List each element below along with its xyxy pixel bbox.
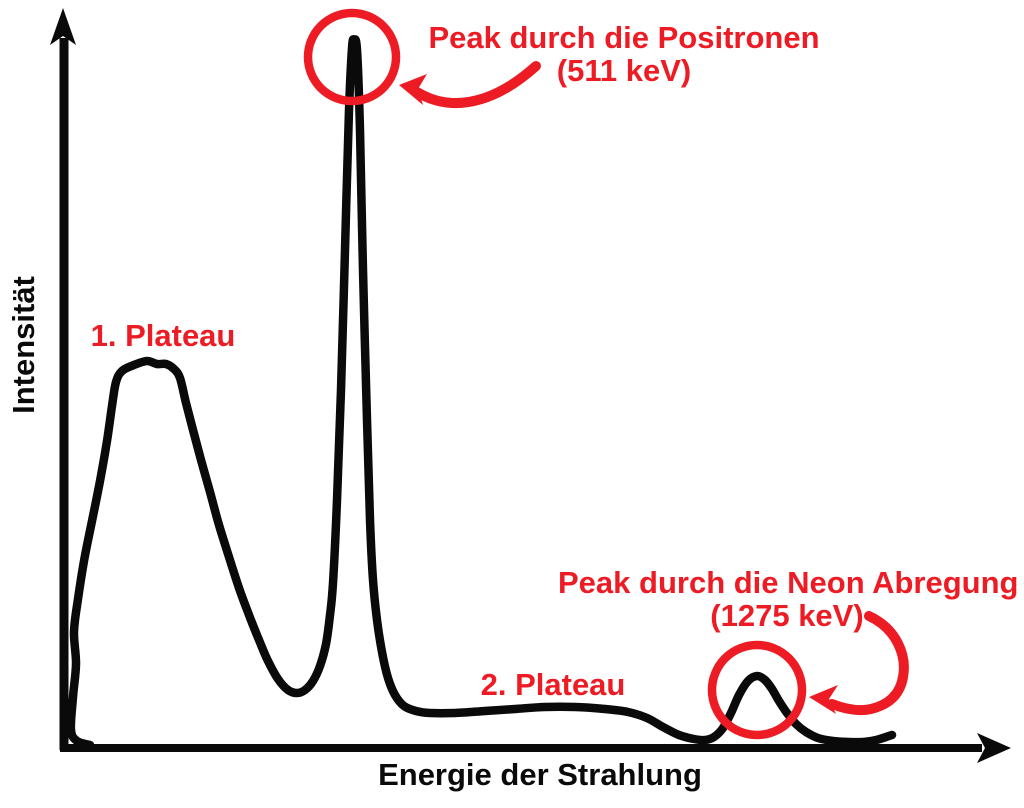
positron-annotation-arrow: [410, 61, 541, 109]
positron-arrowhead-icon: [399, 74, 427, 105]
neon-arrowhead-icon: [809, 685, 838, 714]
positron-peak-circle: [303, 8, 401, 106]
neon-peak-circle: [707, 640, 807, 740]
x-axis-arrowhead-icon: [977, 733, 1011, 763]
y-axis-arrowhead-icon: [50, 8, 76, 45]
neon-annotation-arrow: [827, 611, 909, 716]
spectrum-curve: [66, 35, 897, 750]
